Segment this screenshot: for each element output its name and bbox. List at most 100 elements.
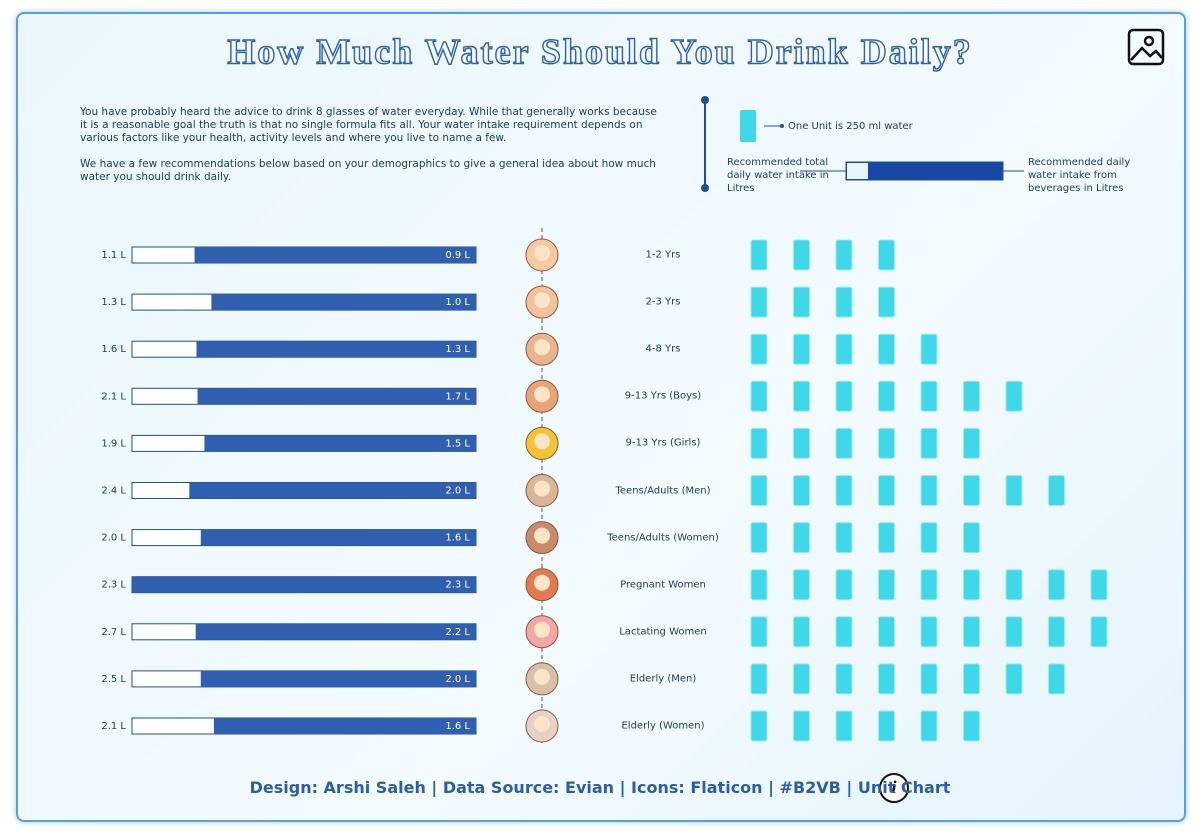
beverage-bar (211, 294, 476, 311)
category-label: 2-3 Yrs (645, 296, 681, 308)
water-glass (835, 616, 853, 648)
avatar-face (534, 433, 550, 450)
water-glass (963, 522, 980, 554)
total-label: 1.1 L (101, 250, 126, 261)
water-glass (750, 522, 768, 554)
water-glass (1048, 616, 1065, 648)
water-glass (920, 569, 938, 601)
water-glass (963, 569, 980, 601)
category-label: Lactating Women (619, 626, 707, 638)
total-label: 1.3 L (101, 297, 126, 308)
water-glass (835, 522, 853, 554)
water-glass (963, 710, 980, 742)
water-glass (1005, 475, 1023, 506)
title: How Much Water Should You Drink Daily? (227, 31, 972, 71)
water-glass (920, 380, 938, 412)
beverage-bar (197, 388, 476, 405)
footer: Design: Arshi Saleh | Data Source: Evian… (249, 778, 951, 797)
avatar-face (534, 339, 550, 356)
legend-total: Recommended total daily water intake in … (727, 157, 829, 194)
water-glass (963, 616, 980, 648)
water-glass (878, 239, 895, 271)
total-label: 2.0 L (101, 533, 126, 544)
beverage-label: 1.6 L (445, 721, 470, 732)
beverage-label: 1.3 L (445, 344, 470, 355)
category-label: 9-13 Yrs (Girls) (625, 437, 701, 449)
avatar-face (534, 386, 550, 403)
category-label: Teens/Adults (Women) (607, 532, 719, 544)
water-glass (920, 663, 938, 695)
water-glass (878, 569, 895, 601)
water-glass (750, 663, 768, 695)
water-glass (835, 569, 853, 601)
total-label: 2.3 L (101, 580, 126, 591)
image-icon[interactable] (1127, 28, 1165, 66)
avatar-face (534, 245, 550, 261)
total-label: 2.5 L (101, 674, 126, 685)
legend-dot (780, 124, 784, 128)
water-glass (963, 380, 980, 412)
beverage-bar (196, 341, 476, 358)
info-icon[interactable]: i (879, 773, 909, 803)
water-glass (1005, 569, 1023, 601)
water-glass (750, 710, 768, 742)
water-glass (835, 475, 853, 506)
water-glass (1048, 475, 1065, 506)
category-label: Elderly (Women) (621, 720, 705, 732)
water-glass (878, 710, 895, 742)
category-label: Elderly (Men) (629, 673, 697, 685)
water-glass (793, 286, 810, 318)
water-glass (1048, 663, 1065, 695)
beverage-bar (132, 576, 476, 593)
water-glass (878, 475, 895, 506)
water-glass (920, 475, 938, 506)
beverage-label: 1.0 L (445, 297, 470, 308)
avatar-face (534, 621, 550, 638)
water-glass (1005, 380, 1023, 412)
beverage-label: 1.6 L (445, 533, 470, 544)
water-glass (835, 380, 853, 412)
water-glass (920, 522, 938, 554)
beverage-label: 1.5 L (445, 438, 470, 449)
beverage-label: 1.7 L (445, 391, 470, 402)
water-glass (1048, 569, 1065, 601)
total-label: 1.9 L (101, 438, 126, 449)
water-glass (793, 427, 810, 459)
legend-bar (845, 161, 1004, 181)
water-glass (1090, 569, 1108, 601)
avatar-face (534, 668, 550, 685)
water-glass (750, 475, 768, 506)
total-label: 2.1 L (101, 721, 126, 732)
water-glass (835, 663, 853, 695)
water-glass (963, 427, 980, 459)
total-label: 1.6 L (101, 344, 126, 355)
water-glass (750, 616, 768, 648)
avatar-face (534, 527, 550, 544)
intro-paragraph: You have probably heard the advice to dr… (80, 106, 657, 144)
legend-dot (701, 96, 709, 104)
water-glass (793, 380, 810, 412)
beverage-bar (194, 247, 476, 263)
legend-dot (701, 184, 709, 192)
water-glass (920, 333, 938, 365)
water-glass (750, 333, 768, 365)
water-glass (750, 239, 768, 271)
beverage-bar (200, 670, 477, 687)
total-label: 2.7 L (101, 627, 126, 638)
water-glass (793, 239, 810, 271)
beverage-label: 2.0 L (445, 674, 470, 685)
svg-text:i: i (891, 777, 896, 797)
beverage-bar (204, 435, 476, 452)
water-glass (835, 427, 853, 459)
category-label: Pregnant Women (620, 579, 706, 591)
legend-glass (740, 110, 756, 142)
water-glass (835, 710, 853, 742)
water-glass (793, 333, 810, 365)
avatar-face (534, 480, 550, 497)
water-glass (750, 569, 768, 601)
water-glass (1005, 663, 1023, 695)
water-glass (835, 239, 853, 271)
water-glass (793, 616, 810, 648)
water-glass (920, 710, 938, 742)
